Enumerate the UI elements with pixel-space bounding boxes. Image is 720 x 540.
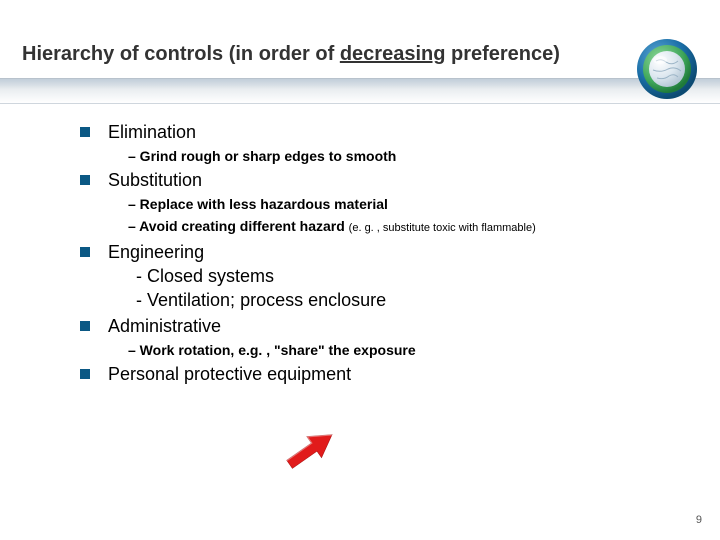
elimination-label: Elimination (108, 120, 196, 144)
page-number: 9 (696, 514, 702, 526)
square-bullet-icon (80, 321, 90, 331)
list-item-substitution: Substitution (80, 168, 680, 192)
administrative-sub1: – Work rotation, e.g. , "share" the expo… (128, 340, 680, 360)
content-area: Elimination – Grind rough or sharp edges… (80, 120, 680, 388)
substitution-label: Substitution (108, 168, 202, 192)
title-suffix: preference) (445, 43, 560, 65)
title-prefix: Hierarchy of controls (in order of (22, 43, 340, 65)
substitution-sub2-text: – Avoid creating different hazard (128, 218, 349, 234)
slide-title: Hierarchy of controls (in order of decre… (22, 43, 560, 66)
elimination-sub1: – Grind rough or sharp edges to smooth (128, 146, 680, 166)
engineering-label: Engineering (108, 240, 386, 264)
substitution-sub2: – Avoid creating different hazard (e. g.… (128, 216, 680, 238)
header-decorative-strip (0, 78, 720, 104)
square-bullet-icon (80, 175, 90, 185)
ppe-label: Personal protective equipment (108, 362, 351, 386)
substitution-sub1: – Replace with less hazardous material (128, 194, 680, 214)
list-item-engineering: Engineering - Closed systems - Ventilati… (80, 240, 680, 312)
square-bullet-icon (80, 127, 90, 137)
globe-icon (636, 38, 698, 100)
engineering-sub2: - Ventilation; process enclosure (136, 288, 386, 312)
square-bullet-icon (80, 247, 90, 257)
list-item-administrative: Administrative (80, 314, 680, 338)
red-arrow-icon (275, 425, 345, 480)
engineering-sub1: - Closed systems (136, 264, 386, 288)
substitution-sub2-note: (e. g. , substitute toxic with flammable… (349, 222, 536, 234)
list-item-ppe: Personal protective equipment (80, 362, 680, 386)
square-bullet-icon (80, 369, 90, 379)
administrative-label: Administrative (108, 314, 221, 338)
title-underlined: decreasing (340, 43, 446, 65)
list-item-elimination: Elimination (80, 120, 680, 144)
